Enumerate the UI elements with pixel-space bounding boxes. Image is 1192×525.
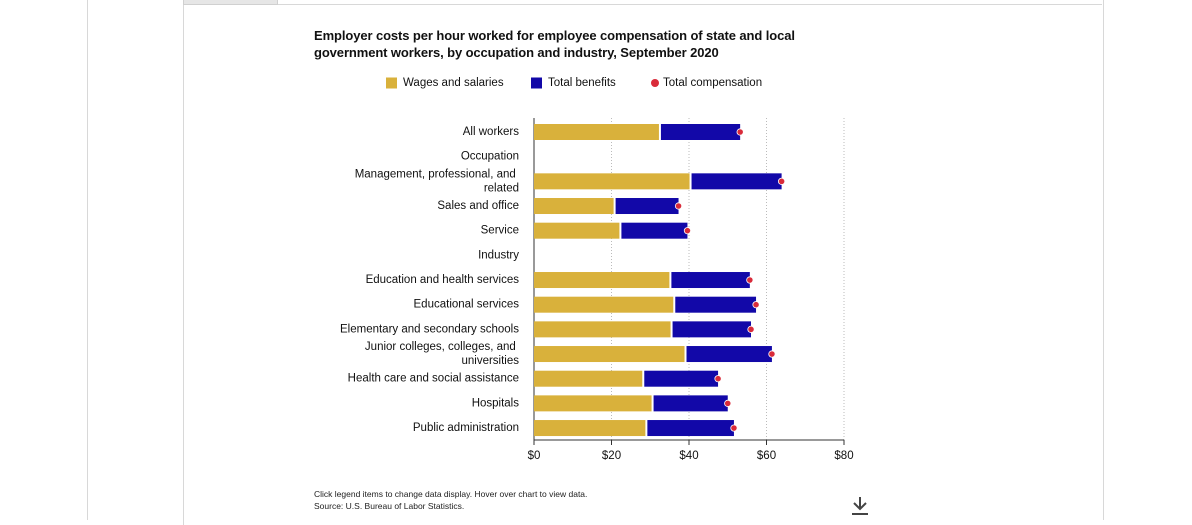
note: Source: U.S. Bureau of Labor Statistics. [314, 501, 465, 511]
x-tick-label: $40 [679, 450, 698, 462]
total-marker [724, 399, 732, 407]
bar-segment [534, 173, 690, 190]
x-tick-label: $60 [757, 450, 776, 462]
bar-segment [615, 198, 679, 215]
total-marker [747, 325, 755, 333]
group-header: Occupation [461, 151, 519, 163]
total-marker [674, 202, 683, 210]
legend-label[interactable]: Total benefits [548, 77, 616, 89]
bar-segment [644, 370, 719, 387]
x-tick-label: $80 [834, 450, 853, 462]
total-marker [746, 276, 754, 284]
total-marker [683, 227, 692, 235]
y-tick-label: Public administration [413, 422, 519, 434]
y-tick-label: Health care and social assistance [348, 373, 519, 385]
bar-segment [672, 321, 751, 338]
y-tick-label: Junior colleges, colleges, and universit… [365, 341, 519, 367]
bar-segment [671, 272, 750, 289]
bar-segment [686, 346, 772, 363]
legend-label[interactable]: Total compensation [663, 77, 762, 89]
chart-title: Employer costs per hour worked for emplo… [314, 28, 795, 60]
legend-marker[interactable] [531, 77, 542, 89]
x-tick-label: $20 [602, 450, 621, 462]
download-button[interactable] [852, 497, 868, 515]
note: Click legend items to change data displa… [314, 489, 588, 499]
tab[interactable] [183, 0, 278, 5]
total-marker [778, 177, 786, 185]
bar-segment [660, 124, 741, 140]
total-marker [714, 375, 722, 383]
bar-segment [534, 222, 620, 239]
frame-line [1103, 0, 1104, 520]
frame-line [87, 0, 88, 520]
bar-segment [534, 370, 643, 387]
legend-label[interactable]: Wages and salaries [403, 77, 504, 89]
bar-segment [534, 198, 614, 215]
y-tick-label: Service [481, 225, 519, 237]
bar-segment [534, 272, 670, 289]
total-marker [736, 128, 744, 136]
bar-segment [675, 296, 757, 313]
legend-marker[interactable] [651, 79, 659, 87]
group-header: Industry [478, 249, 519, 261]
bar-segment [691, 173, 782, 190]
bar-segment [621, 222, 688, 239]
legend-marker[interactable] [386, 77, 397, 89]
bar-segment [647, 420, 734, 437]
bar-segment [653, 395, 728, 412]
y-tick-label: Elementary and secondary schools [340, 323, 519, 335]
card [183, 4, 1102, 525]
x-tick-label: $0 [528, 450, 541, 462]
y-tick-label: All workers [463, 126, 519, 138]
total-marker [768, 350, 776, 358]
bar-segment [534, 420, 646, 437]
total-marker [730, 424, 738, 432]
y-tick-label: Education and health services [366, 274, 520, 286]
y-tick-label: Sales and office [437, 200, 519, 212]
bar-segment [534, 346, 685, 363]
total-marker [752, 301, 760, 309]
y-tick-label: Management, professional, and related [355, 168, 519, 194]
y-tick-label: Educational services [414, 299, 520, 311]
y-tick-label: Hospitals [472, 397, 520, 409]
bar-segment [534, 124, 659, 140]
bar-segment [534, 296, 674, 313]
bar-segment [534, 395, 652, 412]
bar-segment [534, 321, 671, 338]
